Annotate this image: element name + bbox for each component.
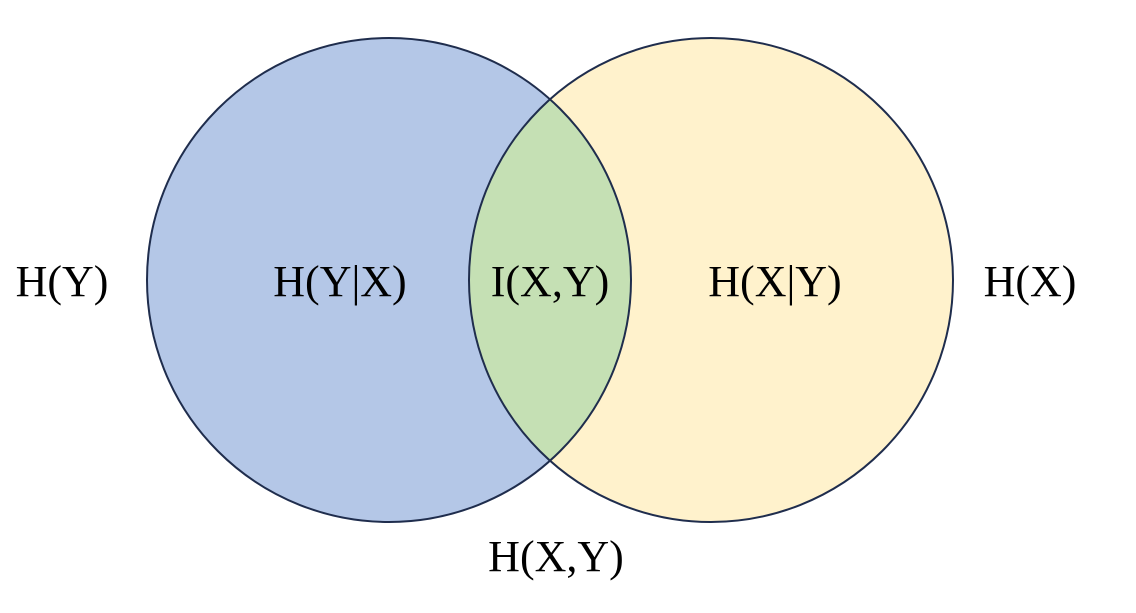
label-joint-entropy: H(X,Y) xyxy=(488,532,624,581)
label-h-y: H(Y) xyxy=(16,257,109,306)
right-circle-outline xyxy=(468,37,954,523)
label-h-x: H(X) xyxy=(984,257,1077,306)
label-mutual-information: I(X,Y) xyxy=(491,257,610,306)
left-circle-outline xyxy=(146,37,632,523)
label-h-y-given-x: H(Y|X) xyxy=(273,257,406,306)
label-h-x-given-y: H(X|Y) xyxy=(708,257,841,306)
intersection-region xyxy=(469,38,631,522)
